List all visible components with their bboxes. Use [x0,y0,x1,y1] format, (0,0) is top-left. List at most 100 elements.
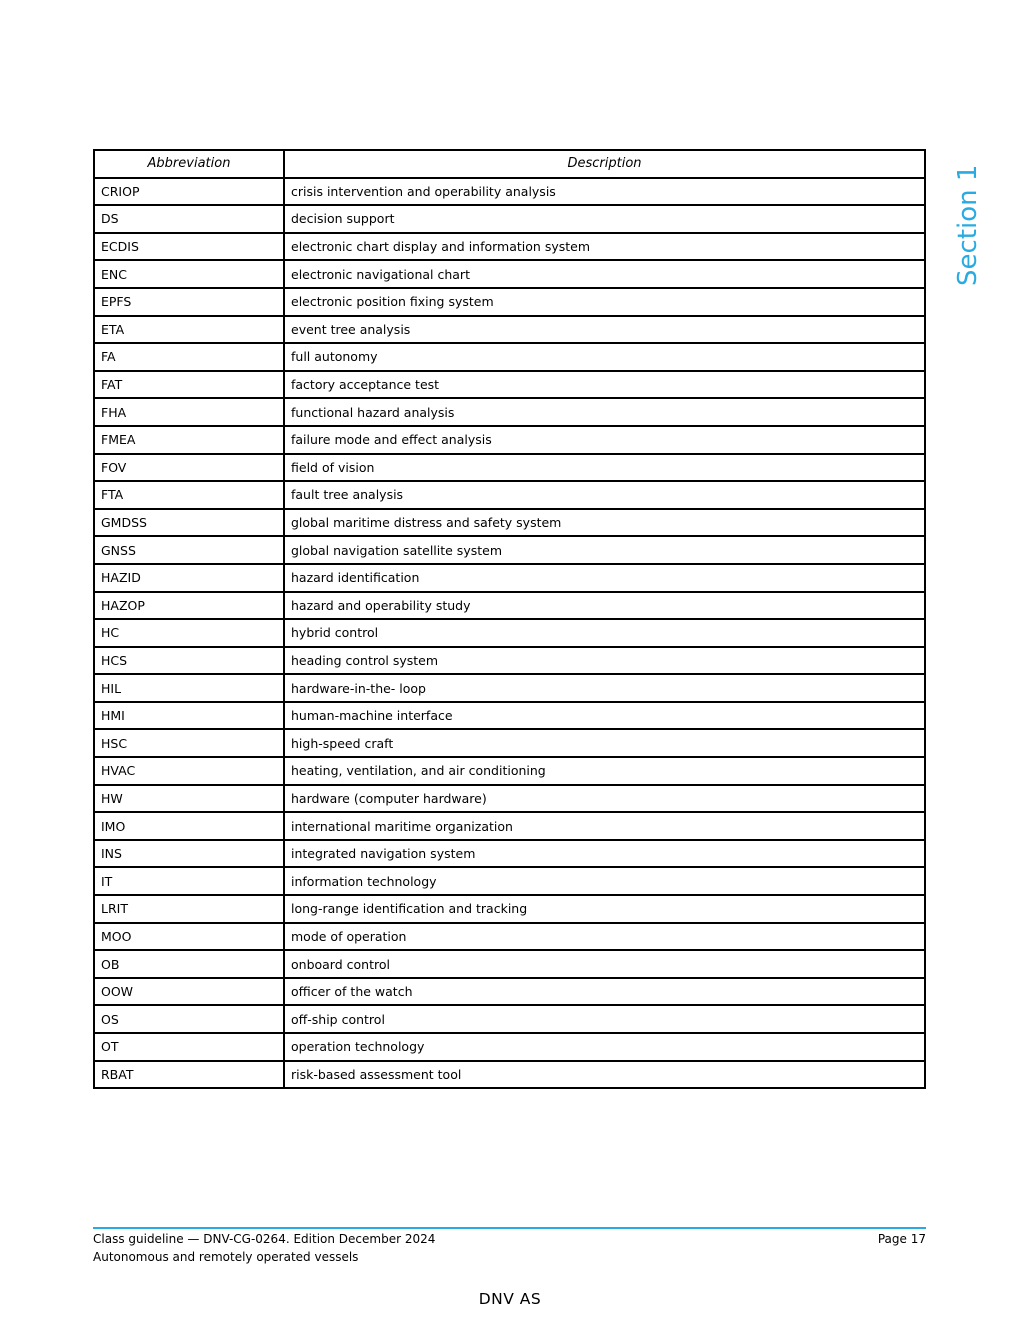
description-cell: high-speed craft [283,728,926,759]
description-cell: hardware (computer hardware) [283,783,926,814]
description-cell: global maritime distress and safety syst… [283,507,926,538]
table-row: HC hybrid control [93,618,926,648]
abbreviation-cell: MOO [93,921,285,952]
abbreviation-cell: ECDIS [93,231,285,262]
table-row: HIL hardware-in-the- loop [93,673,926,703]
abbreviation-cell: FA [93,342,285,372]
company-name: DNV AS [478,1290,542,1308]
abbreviations-table-body: CRIOP crisis intervention and operabilit… [93,176,926,1090]
footer-document-subtitle: Autonomous and remotely operated vessels [93,1250,359,1264]
abbreviation-cell: LRIT [93,894,285,924]
description-cell: international maritime organization [283,811,926,841]
table-row: ECDIS electronic chart display and infor… [93,231,926,262]
abbreviation-cell: HCS [93,645,285,676]
description-cell: heating, ventilation, and air conditioni… [283,756,926,786]
abbreviation-cell: HMI [93,700,285,731]
table-row: MOO mode of operation [93,921,926,952]
abbreviation-cell: HVAC [93,756,285,786]
page-number: Page 17 [877,1232,926,1246]
description-cell: human-machine interface [283,700,926,731]
description-cell: failure mode and effect analysis [283,424,926,455]
table-row: FOV field of vision [93,452,926,483]
description-cell: electronic navigational chart [283,259,926,289]
abbreviation-cell: OT [93,1032,285,1062]
header-row: Abbreviation Description [93,149,926,179]
abbreviation-cell: IMO [93,811,285,841]
abbreviations-table: Abbreviation Description CRIOP crisis in… [93,149,926,1090]
table-row: EPFS electronic position fixing system [93,286,926,317]
table-row: DS decision support [93,204,926,234]
description-cell: factory acceptance test [283,369,926,400]
abbreviation-cell: ENC [93,259,285,289]
description-cell: heading control system [283,645,926,676]
table-row: OT operation technology [93,1032,926,1062]
abbreviation-cell: CRIOP [93,176,285,207]
table-row: HW hardware (computer hardware) [93,783,926,814]
table-row: HAZOP hazard and operability study [93,590,926,621]
abbreviation-cell: GNSS [93,535,285,565]
table-row: ENC electronic navigational chart [93,259,926,289]
abbreviation-cell: FMEA [93,424,285,455]
table-row: FHA functional hazard analysis [93,397,926,427]
abbreviations-table-header: Abbreviation Description [93,149,926,179]
table-row: INS integrated navigation system [93,838,926,869]
description-cell: hazard and operability study [283,590,926,621]
table-row: RBAT risk-based assessment tool [93,1059,926,1090]
abbreviation-cell: RBAT [93,1059,285,1090]
abbreviation-cell: HW [93,783,285,814]
abbreviation-cell: IT [93,866,285,897]
description-cell: electronic position fixing system [283,286,926,317]
table-row: ETA event tree analysis [93,314,926,345]
table-row: HSC high-speed craft [93,728,926,759]
description-cell: hybrid control [283,618,926,648]
footer-line-1: Page 17 Class guideline — DNV-CG-0264. E… [93,1232,926,1247]
table-row: CRIOP crisis intervention and operabilit… [93,176,926,207]
description-cell: officer of the watch [283,976,926,1007]
description-cell: field of vision [283,452,926,483]
abbreviation-cell: FTA [93,480,285,510]
footer-divider [93,1227,926,1229]
description-cell: functional hazard analysis [283,397,926,427]
description-cell: integrated navigation system [283,838,926,869]
abbreviation-cell: GMDSS [93,507,285,538]
description-cell: off-ship control [283,1004,926,1034]
table-row: HMI human-machine interface [93,700,926,731]
abbreviation-cell: HIL [93,673,285,703]
table-row: IT information technology [93,866,926,897]
abbreviation-column-header: Abbreviation [93,149,285,179]
abbreviation-cell: FAT [93,369,285,400]
abbreviation-cell: HAZOP [93,590,285,621]
description-cell: electronic chart display and information… [283,231,926,262]
table-row: FTA fault tree analysis [93,480,926,510]
abbreviation-cell: EPFS [93,286,285,317]
table-row: HCS heading control system [93,645,926,676]
abbreviation-cell: ETA [93,314,285,345]
description-cell: full autonomy [283,342,926,372]
abbreviation-cell: DS [93,204,285,234]
description-cell: crisis intervention and operability anal… [283,176,926,207]
description-cell: mode of operation [283,921,926,952]
description-cell: long-range identification and tracking [283,894,926,924]
abbreviation-cell: HSC [93,728,285,759]
table-row: HAZID hazard identification [93,562,926,593]
description-cell: operation technology [283,1032,926,1062]
table-row: FAT factory acceptance test [93,369,926,400]
abbreviation-cell: OS [93,1004,285,1034]
table-row: FMEA failure mode and effect analysis [93,424,926,455]
description-cell: onboard control [283,949,926,979]
table-row: OS off-ship control [93,1004,926,1034]
abbreviation-cell: INS [93,838,285,869]
abbreviation-cell: OOW [93,976,285,1007]
footer-document-title: Class guideline — DNV-CG-0264. Edition D… [93,1232,436,1246]
section-label: Section 1 [953,164,983,286]
table-row: HVAC heating, ventilation, and air condi… [93,756,926,786]
description-cell: hardware-in-the- loop [283,673,926,703]
description-cell: information technology [283,866,926,897]
description-cell: fault tree analysis [283,480,926,510]
table-row: GMDSS global maritime distress and safet… [93,507,926,538]
table-row: GNSS global navigation satellite system [93,535,926,565]
description-cell: global navigation satellite system [283,535,926,565]
table-row: FA full autonomy [93,342,926,372]
description-cell: hazard identification [283,562,926,593]
